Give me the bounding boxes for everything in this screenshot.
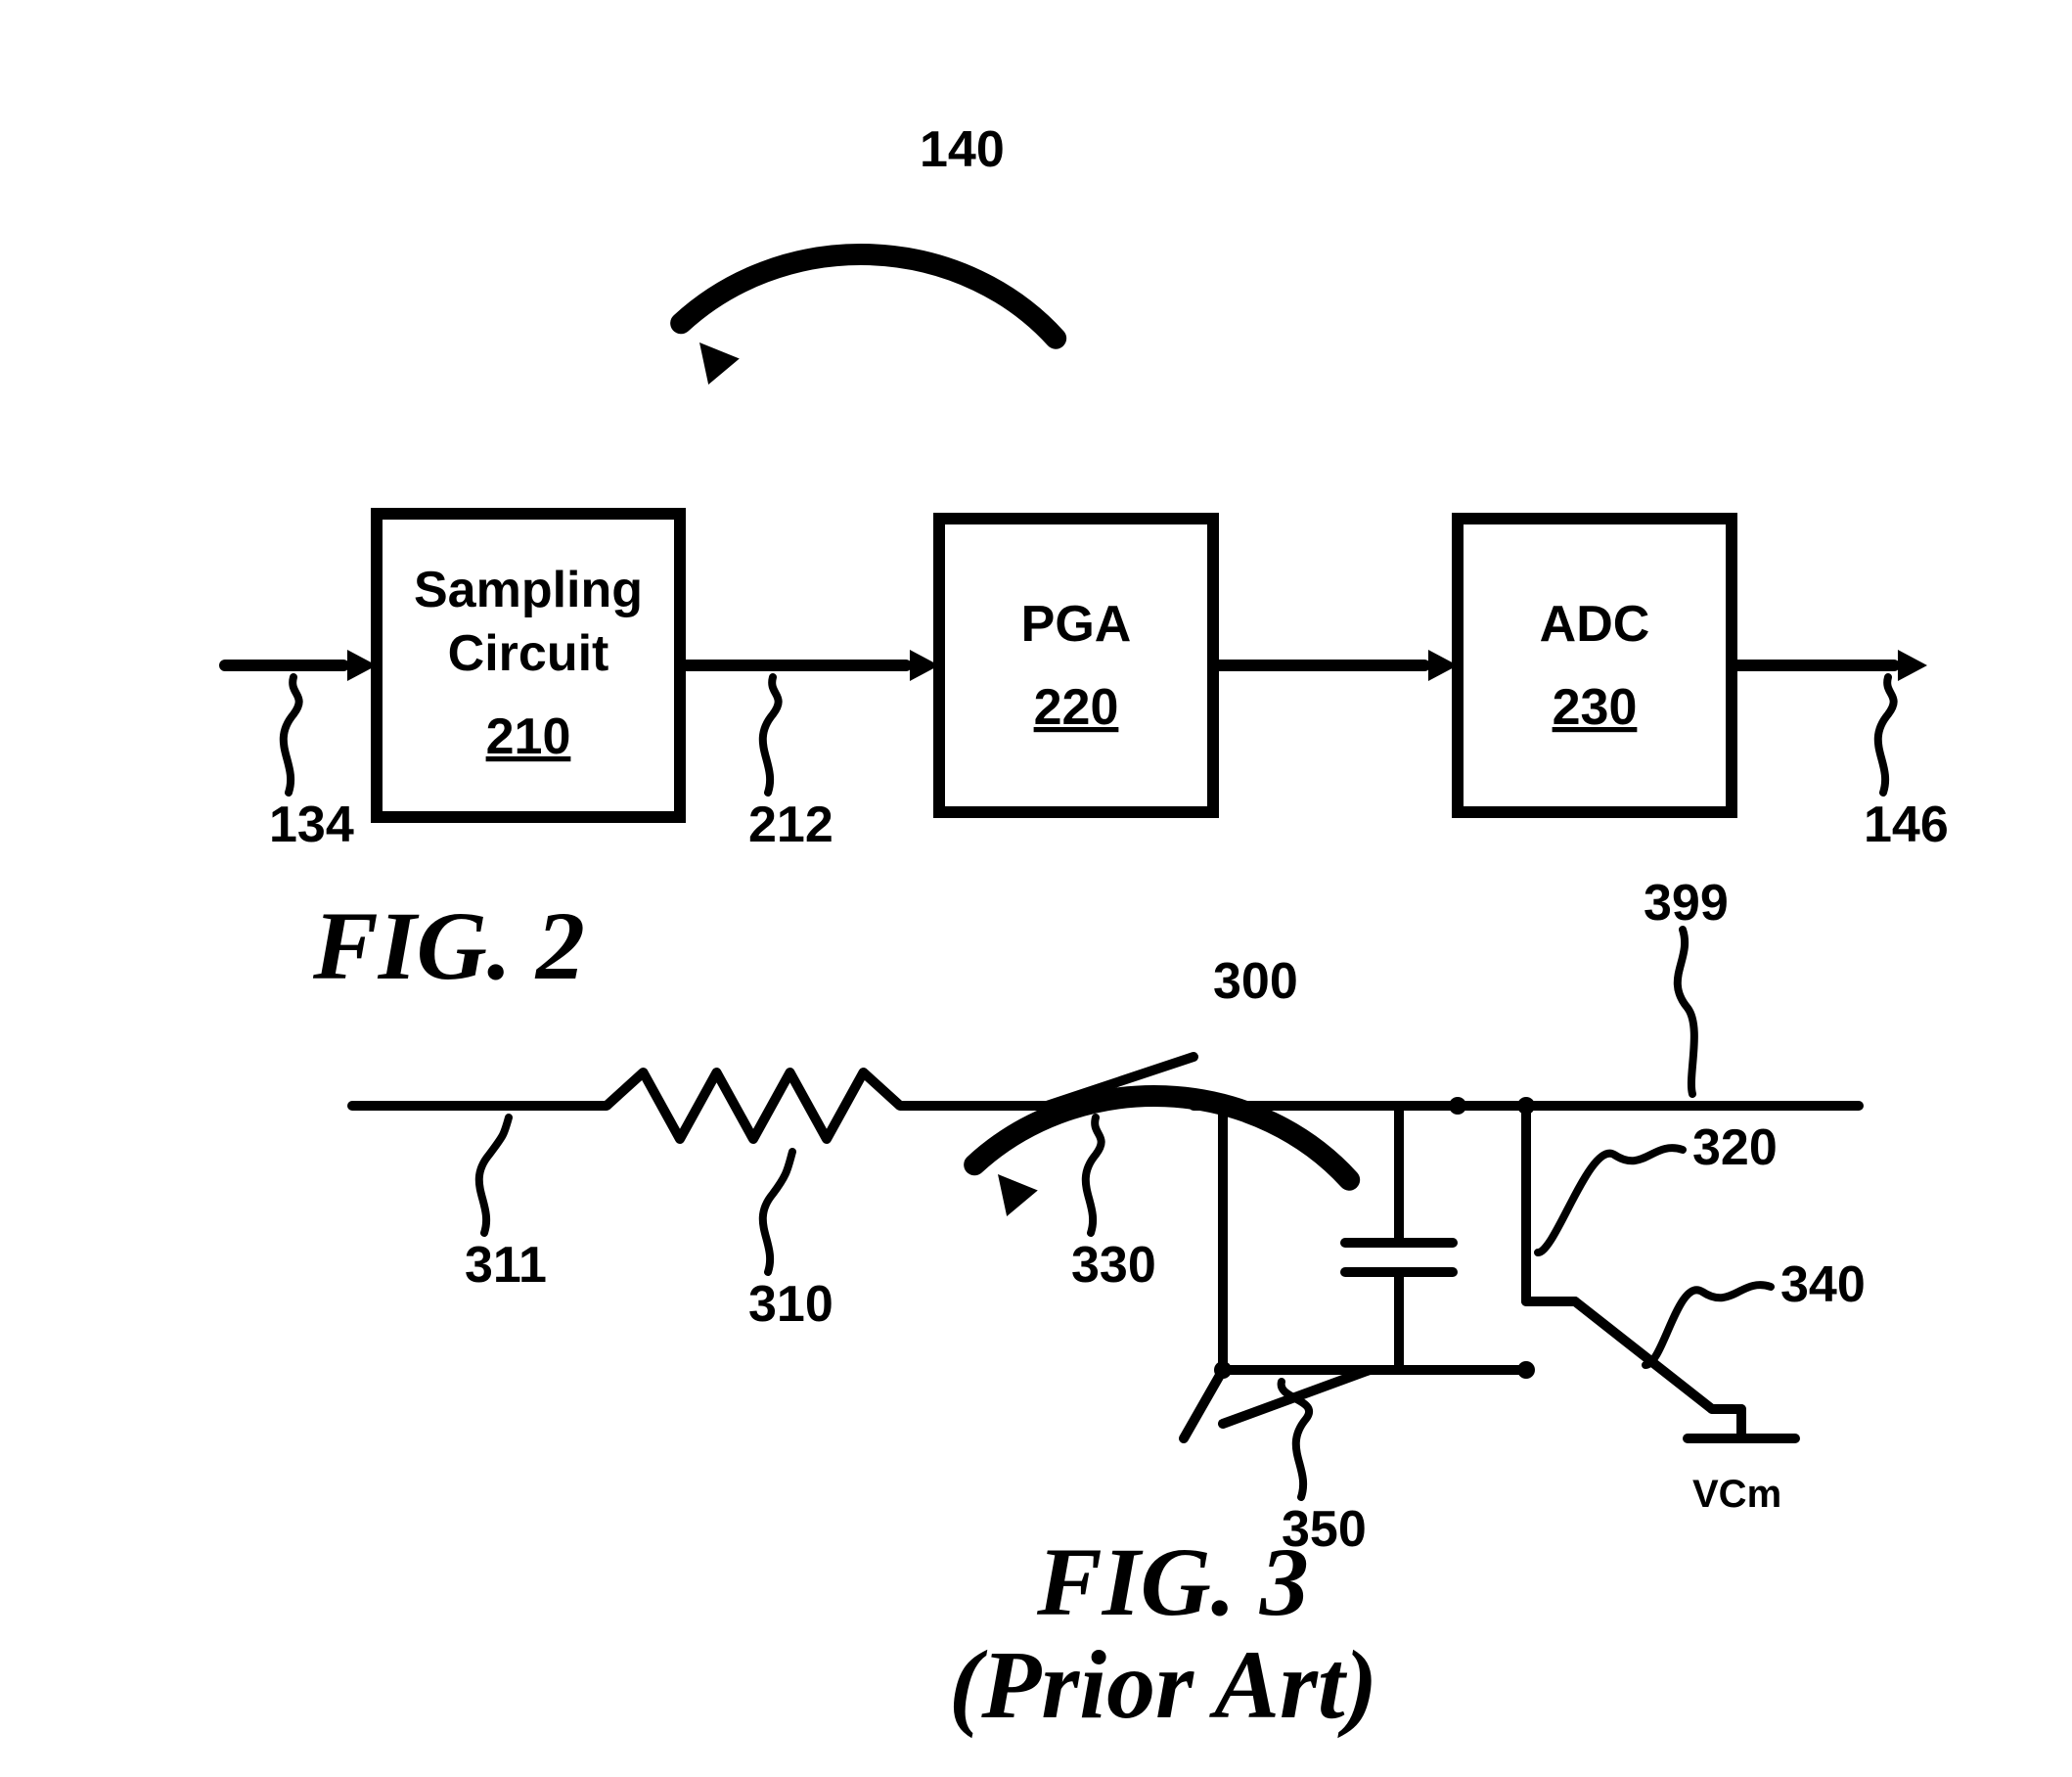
svg-text:300: 300: [1213, 953, 1298, 1010]
svg-text:340: 340: [1780, 1256, 1866, 1313]
svg-text:134: 134: [269, 797, 354, 853]
svg-text:PGA: PGA: [1021, 596, 1132, 653]
svg-text:399: 399: [1644, 875, 1729, 932]
svg-text:FIG. 2: FIG. 2: [312, 891, 585, 1000]
svg-text:230: 230: [1553, 679, 1638, 736]
svg-text:140: 140: [920, 121, 1005, 178]
svg-text:212: 212: [748, 797, 833, 853]
svg-text:(Prior Art): (Prior Art): [949, 1630, 1377, 1739]
svg-text:VCm: VCm: [1692, 1473, 1781, 1516]
svg-text:ADC: ADC: [1540, 596, 1650, 653]
svg-text:310: 310: [748, 1276, 833, 1333]
svg-text:Circuit: Circuit: [448, 625, 609, 682]
svg-text:220: 220: [1034, 679, 1119, 736]
svg-text:146: 146: [1864, 797, 1949, 853]
svg-text:Sampling: Sampling: [414, 562, 643, 618]
svg-text:311: 311: [465, 1237, 547, 1294]
svg-text:210: 210: [486, 708, 571, 765]
svg-text:330: 330: [1071, 1237, 1156, 1294]
svg-text:320: 320: [1692, 1119, 1778, 1176]
svg-text:FIG. 3: FIG. 3: [1036, 1527, 1309, 1636]
figure-canvas: 140 Sampling Circuit 210 PGA 220 ADC 230 134 212 1…: [0, 0, 2072, 1772]
